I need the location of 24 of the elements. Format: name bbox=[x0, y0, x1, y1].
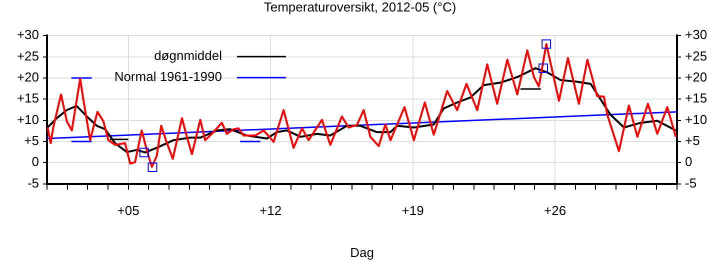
y2-tick-label: +30 bbox=[685, 27, 708, 42]
legend-label: døgnmiddel bbox=[154, 48, 222, 64]
y-tick-label: +10 bbox=[16, 112, 39, 127]
y-tick-label: +15 bbox=[16, 90, 39, 106]
x-tick-label: +05 bbox=[117, 203, 140, 218]
y2-tick-label: +20 bbox=[685, 70, 708, 85]
x-axis-title: Dag bbox=[350, 244, 374, 260]
y-tick-label: +30 bbox=[16, 27, 39, 42]
y-tick-label: +20 bbox=[16, 70, 39, 85]
x-tick-label: +12 bbox=[260, 203, 282, 218]
x-tick-label: +19 bbox=[402, 203, 424, 218]
y-tick-label: 0 bbox=[32, 154, 39, 170]
chart-title: Temperaturoversikt, 2012-05 (°C) bbox=[264, 0, 456, 14]
y2-tick-label: +5 bbox=[685, 133, 700, 148]
y-tick-label: +25 bbox=[16, 48, 39, 64]
y2-tick-label: +15 bbox=[685, 90, 708, 106]
y2-tick-label: -5 bbox=[685, 175, 697, 190]
x-tick-label: +26 bbox=[544, 203, 566, 218]
y-tick-label: -5 bbox=[27, 175, 39, 190]
y2-tick-label: 0 bbox=[685, 154, 692, 170]
y2-tick-label: +10 bbox=[685, 112, 708, 127]
legend-label: Normal 1961-1990 bbox=[114, 69, 222, 84]
y2-tick-label: +25 bbox=[685, 48, 708, 64]
y-tick-label: +5 bbox=[24, 133, 39, 148]
